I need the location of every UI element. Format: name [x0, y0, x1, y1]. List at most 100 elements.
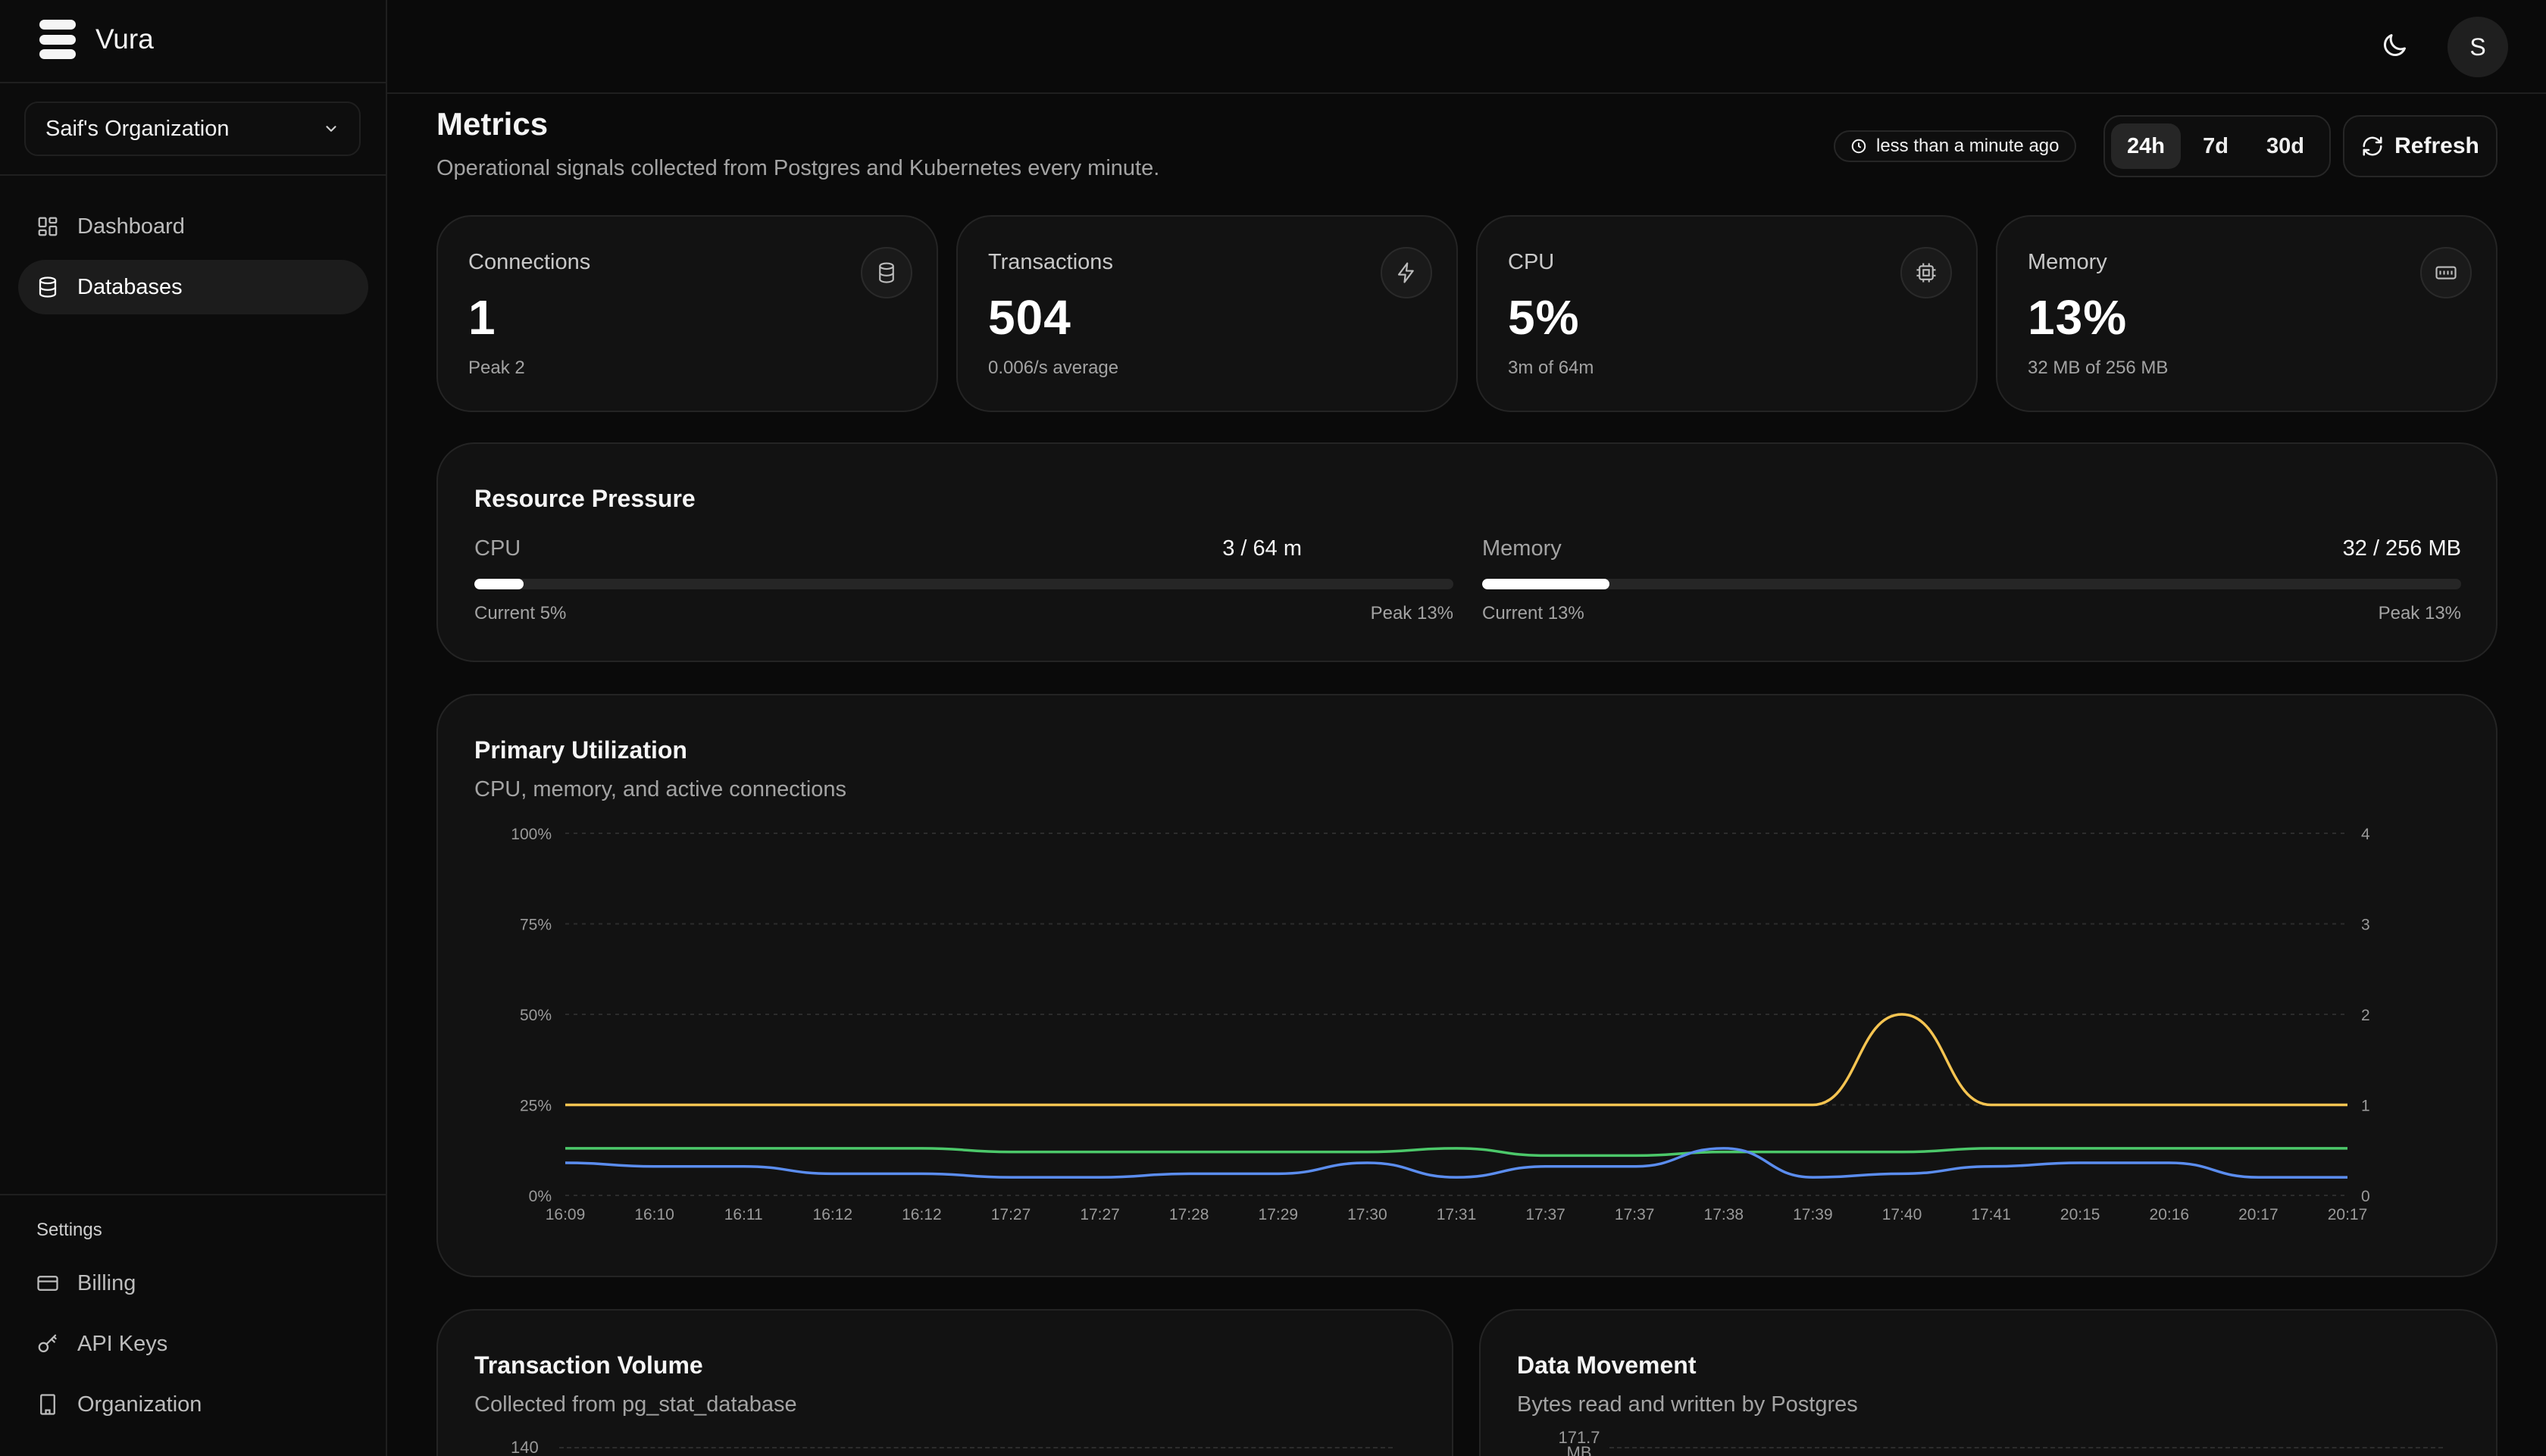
- updated-text: less than a minute ago: [1876, 136, 2060, 156]
- refresh-label: Refresh: [2394, 133, 2479, 158]
- y-axis-right-tick: 3: [2361, 917, 2370, 934]
- x-axis-tick: 16:09: [546, 1206, 586, 1223]
- transaction-volume-panel: Transaction Volume Collected from pg_sta…: [436, 1309, 1453, 1456]
- x-axis-tick: 20:17: [2328, 1206, 2368, 1223]
- stat-card-memory: Memory 13% 32 MB of 256 MB: [1996, 215, 2498, 412]
- range-24h-button[interactable]: 24h: [2111, 123, 2181, 169]
- cpu-progress-fill: [474, 579, 524, 589]
- stat-card-connections: Connections 1 Peak 2: [436, 215, 938, 412]
- x-axis-tick: 16:11: [724, 1206, 763, 1223]
- stat-sub: 3m of 64m: [1508, 358, 1594, 378]
- org-selector[interactable]: Saif's Organization: [24, 102, 361, 156]
- stat-sub: 32 MB of 256 MB: [2028, 358, 2169, 378]
- range-30d-button[interactable]: 30d: [2266, 133, 2304, 158]
- stat-label: Transactions: [988, 250, 1113, 274]
- stat-sub: Peak 2: [468, 358, 525, 378]
- memory-progress-bar: [1482, 579, 2461, 589]
- sidebar: Vura Saif's Organization Dashboard Datab…: [0, 0, 387, 1456]
- nav-item-organization[interactable]: Organization: [18, 1377, 368, 1432]
- cpu-current: Current 5%: [474, 603, 567, 623]
- panel-title: Transaction Volume: [474, 1351, 703, 1379]
- memory-series-line: [565, 1147, 2347, 1158]
- x-axis-tick: 17:40: [1882, 1206, 1922, 1223]
- range-7d-button[interactable]: 7d: [2203, 133, 2229, 158]
- x-axis-tick: 17:38: [1704, 1206, 1744, 1223]
- divider: [0, 82, 387, 83]
- x-axis-tick: 20:15: [2060, 1206, 2100, 1223]
- nav-label: Databases: [77, 274, 183, 299]
- nav-item-billing[interactable]: Billing: [18, 1256, 368, 1311]
- chevron-down-icon: [326, 126, 336, 132]
- stat-value: 5%: [1508, 290, 1580, 345]
- logo-icon: [39, 20, 76, 59]
- refresh-icon: [2363, 136, 2382, 156]
- x-axis-tick: 17:37: [1525, 1206, 1565, 1223]
- credit-card-icon: [37, 1276, 58, 1291]
- memory-bar-value: 32 / 256 MB: [2342, 536, 2461, 561]
- y-axis-left-tick: 75%: [520, 917, 552, 934]
- stat-value: 504: [988, 290, 1071, 345]
- data-movement-panel: Data Movement Bytes read and written by …: [1479, 1309, 2498, 1456]
- stat-card-cpu: CPU 5% 3m of 64m: [1476, 215, 1978, 412]
- nav-label: Dashboard: [77, 214, 185, 239]
- y-axis-right-tick: 0: [2361, 1188, 2370, 1205]
- nav-label: Organization: [77, 1392, 202, 1417]
- x-axis-tick: 17:27: [1080, 1206, 1120, 1223]
- divider: [0, 174, 387, 176]
- app-name: Vura: [95, 23, 154, 55]
- nav-item-databases[interactable]: Databases: [18, 260, 368, 314]
- refresh-button[interactable]: Refresh: [2343, 115, 2498, 177]
- x-axis-tick: 17:39: [1793, 1206, 1833, 1223]
- cpu-series-line: [565, 1147, 2347, 1179]
- x-axis-tick: 16:12: [902, 1206, 942, 1223]
- building-icon: [40, 1394, 55, 1415]
- utilization-chart: 0% 0 25% 1 50% 2 75% 3 100% 4 16:09 16:10 16:11 16:12…: [511, 826, 2370, 1223]
- panel-subtitle: Collected from pg_stat_database: [474, 1392, 797, 1417]
- settings-heading: Settings: [36, 1220, 102, 1240]
- y-axis-left-tick: 25%: [520, 1098, 552, 1115]
- grid-line: [1609, 1447, 2443, 1448]
- primary-utilization-panel: Primary Utilization CPU, memory, and act…: [436, 694, 2498, 1277]
- panel-subtitle: Bytes read and written by Postgres: [1517, 1392, 1858, 1417]
- panel-title: Primary Utilization: [474, 736, 687, 764]
- theme-toggle[interactable]: [2370, 21, 2419, 70]
- x-axis-tick: 17:30: [1347, 1206, 1387, 1223]
- page-title: Metrics: [436, 106, 549, 142]
- memory-bar-label: Memory: [1482, 536, 1562, 561]
- stat-card-transactions: Transactions 504 0.006/s average: [956, 215, 1458, 412]
- cpu-icon: [1900, 247, 1952, 298]
- bolt-icon: [1381, 247, 1432, 298]
- key-icon: [38, 1334, 57, 1353]
- updated-badge: less than a minute ago: [1834, 130, 2076, 162]
- cpu-bar-value: 3 / 64 m: [1222, 536, 1302, 561]
- y-axis-right-tick: 2: [2361, 1007, 2370, 1024]
- nav-item-api-keys[interactable]: API Keys: [18, 1317, 368, 1371]
- y-axis-left-tick: 50%: [520, 1007, 552, 1024]
- database-icon: [861, 247, 912, 298]
- page-subtitle: Operational signals collected from Postg…: [436, 156, 1160, 180]
- clock-icon: [1851, 139, 1866, 154]
- resource-pressure-panel: Resource Pressure CPU 3 / 64 m Current 5…: [436, 442, 2498, 662]
- y-axis-tick: 171.7 MB: [1558, 1428, 1600, 1456]
- nav-label: API Keys: [77, 1331, 168, 1356]
- database-icon: [39, 277, 57, 298]
- time-range-toggle: 24h 7d 30d: [2103, 115, 2331, 177]
- stat-value: 1: [468, 290, 496, 345]
- avatar[interactable]: S: [2447, 17, 2508, 77]
- x-axis-tick: 17:37: [1615, 1206, 1655, 1223]
- memory-progress-fill: [1482, 579, 1609, 589]
- y-axis-right-tick: 4: [2361, 826, 2370, 843]
- nav-item-dashboard[interactable]: Dashboard: [18, 199, 368, 254]
- divider: [0, 1194, 387, 1195]
- x-axis-tick: 20:16: [2150, 1206, 2190, 1223]
- x-axis-tick: 17:29: [1259, 1206, 1299, 1223]
- y-axis-left-tick: 0%: [529, 1188, 552, 1205]
- stat-label: CPU: [1508, 250, 1555, 274]
- x-axis-tick: 17:28: [1169, 1206, 1209, 1223]
- org-name: Saif's Organization: [45, 116, 230, 141]
- panel-title: Resource Pressure: [474, 485, 696, 512]
- nav-label: Billing: [77, 1270, 136, 1295]
- topbar: [387, 0, 2546, 94]
- x-axis-tick: 17:31: [1437, 1206, 1477, 1223]
- brand[interactable]: Vura: [39, 18, 154, 61]
